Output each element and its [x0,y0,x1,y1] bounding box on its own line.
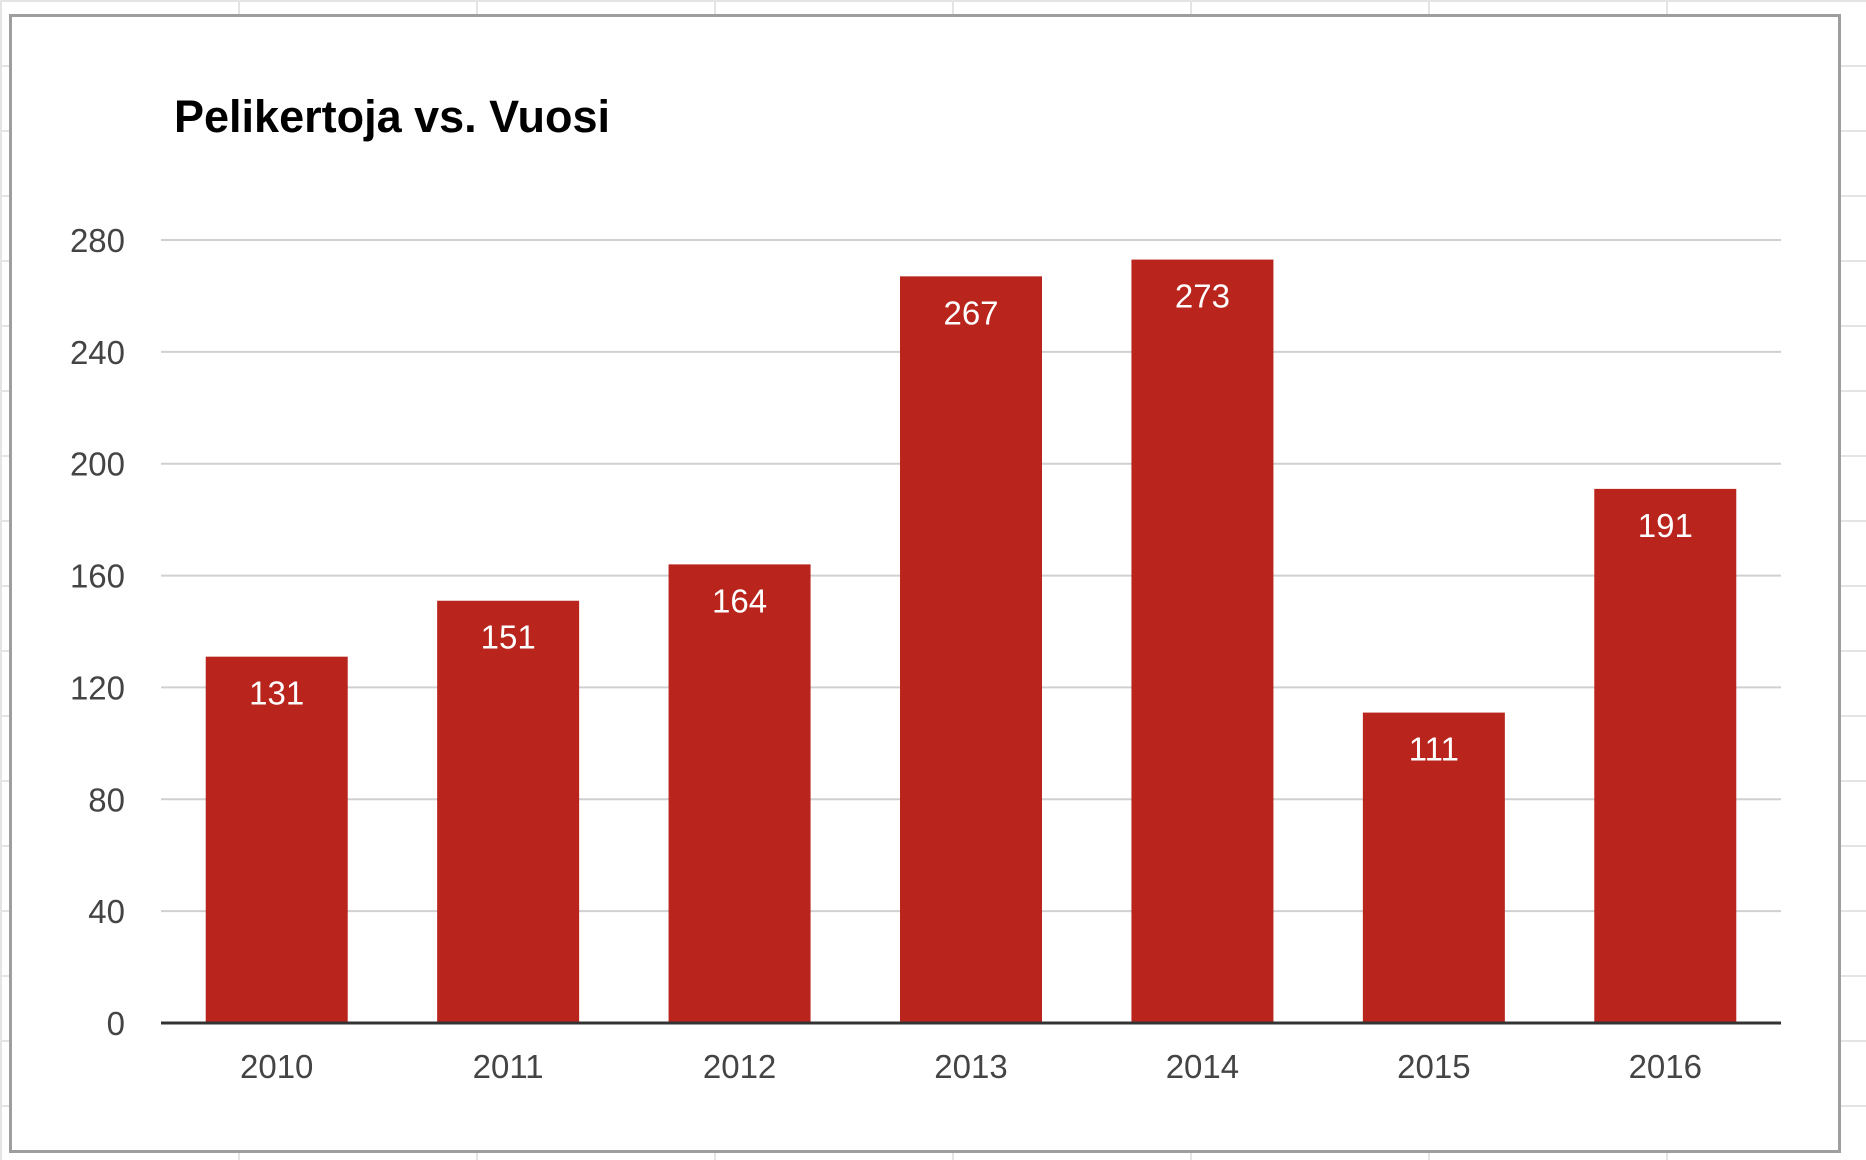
y-tick-label: 200 [70,446,125,483]
bar-2012[interactable] [668,564,811,1023]
y-tick-label: 40 [88,893,125,930]
bar-2015[interactable] [1362,712,1505,1023]
y-tick-label: 120 [70,669,125,706]
y-tick-label: 80 [88,781,125,818]
y-tick-label: 280 [70,222,125,259]
x-tick-label: 2011 [473,1048,544,1085]
y-axis-tick-labels: 0 40 80 120 160 200 240 280 [70,222,125,1042]
x-tick-label: 2010 [240,1048,313,1085]
x-tick-label: 2014 [1166,1048,1239,1085]
bar-2016[interactable] [1594,488,1737,1023]
y-tick-label: 160 [70,558,125,595]
chart-title: Pelikertoja vs. Vuosi [174,91,611,142]
x-axis-tick-labels: 2010 2011 2012 2013 2014 2015 2016 [240,1048,1702,1085]
data-label-2014: 273 [1175,278,1230,315]
x-tick-label: 2015 [1397,1048,1470,1085]
data-label-2013: 267 [943,294,998,331]
data-labels: 131 151 164 267 273 111 191 [249,278,1693,768]
y-tick-label: 240 [70,334,125,371]
data-label-2011: 151 [481,619,536,656]
x-tick-label: 2016 [1629,1048,1702,1085]
data-label-2016: 191 [1638,507,1693,544]
data-label-2015: 111 [1409,731,1459,768]
data-label-2012: 164 [712,582,767,619]
bars [205,259,1737,1023]
y-tick-label: 0 [107,1005,125,1042]
bar-2014[interactable] [1131,259,1274,1023]
x-tick-label: 2012 [703,1048,776,1085]
data-label-2010: 131 [249,675,304,712]
chart-card[interactable]: Pelikertoja vs. Vuosi 0 40 80 120 160 200 240 2… [9,14,1841,1153]
bar-2010[interactable] [205,656,348,1023]
bar-2011[interactable] [437,600,580,1023]
bar-2013[interactable] [900,276,1042,1023]
x-tick-label: 2013 [934,1048,1007,1085]
